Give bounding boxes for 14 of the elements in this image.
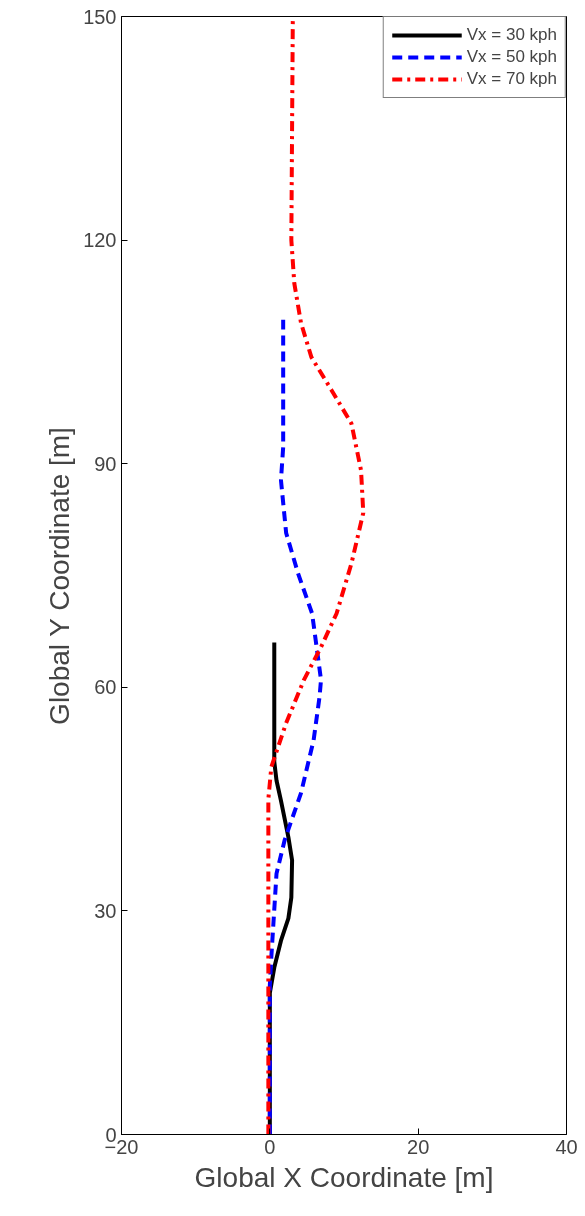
- x-tick-label: 20: [407, 1135, 430, 1158]
- y-tick-label: 90: [94, 452, 117, 475]
- legend-label: Vx = 50 kph: [466, 47, 557, 67]
- y-axis-title: Global Y Coordinate [m]: [44, 427, 76, 725]
- legend-label: Vx = 30 kph: [466, 25, 557, 45]
- y-tick-label: 30: [94, 899, 117, 922]
- x-tick-label: 40: [555, 1135, 578, 1158]
- y-tick-label: 120: [83, 229, 117, 252]
- y-tick-label: 150: [83, 5, 117, 28]
- legend-label: Vx = 70 kph: [466, 69, 557, 89]
- line-series: [267, 317, 324, 1135]
- x-axis-title: Global X Coordinate [m]: [194, 1161, 494, 1193]
- x-tick-label: 0: [264, 1135, 276, 1158]
- y-tick-label: 60: [94, 676, 117, 699]
